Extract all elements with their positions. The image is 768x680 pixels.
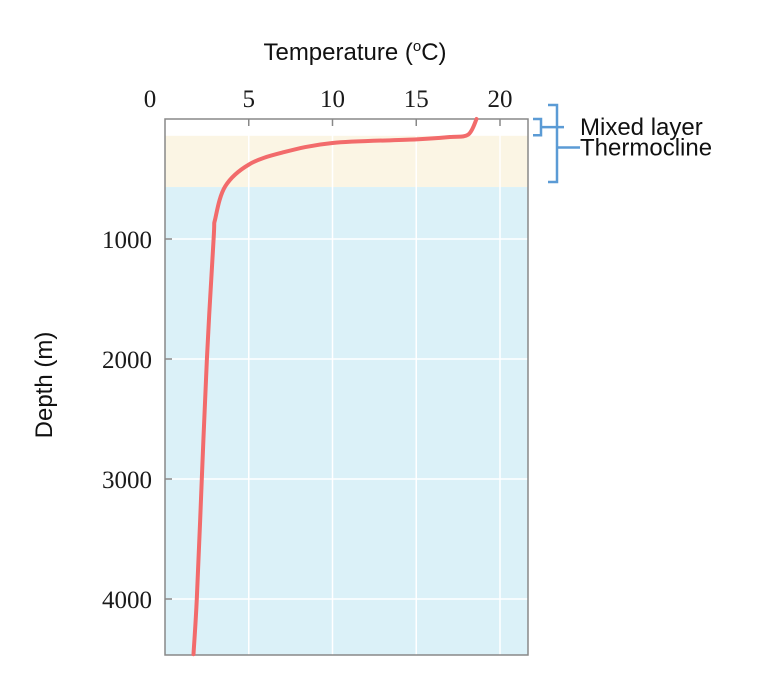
- mixed-layer-bracket: [533, 117, 564, 137]
- y-tick-label: 4000: [102, 587, 152, 614]
- y-tick-label: 2000: [102, 347, 152, 374]
- y-tick-label: 3000: [102, 467, 152, 494]
- y-axis-ticks: 1000 2000 3000 4000: [102, 227, 172, 614]
- band-mixed-layer: [165, 119, 528, 136]
- x-tick-label: 5: [243, 86, 256, 113]
- mixed-layer-label: Mixed layer: [580, 114, 703, 141]
- y-tick-label: 1000: [102, 227, 152, 254]
- depth-bands: [165, 119, 528, 656]
- x-tick-label: 10: [320, 86, 345, 113]
- y-axis-title: Depth (m): [31, 332, 58, 439]
- grid-lines: [165, 119, 528, 655]
- plot-border: [164, 118, 529, 656]
- x-axis-ticks: 0 5 10 15 20: [144, 86, 513, 126]
- band-deep-water: [165, 187, 528, 656]
- temperature-profile-line: [191, 117, 479, 657]
- band-thermocline: [165, 135, 528, 188]
- x-tick-label: 20: [488, 86, 513, 113]
- thermocline-bracket: [548, 103, 580, 184]
- x-tick-label: 15: [404, 86, 429, 113]
- x-tick-label: 0: [144, 86, 157, 113]
- x-axis-title: Temperature (oC): [263, 38, 446, 66]
- temperature-curve: [191, 117, 479, 657]
- plot-frame: [164, 118, 529, 656]
- thermocline-label: Thermocline: [580, 135, 712, 162]
